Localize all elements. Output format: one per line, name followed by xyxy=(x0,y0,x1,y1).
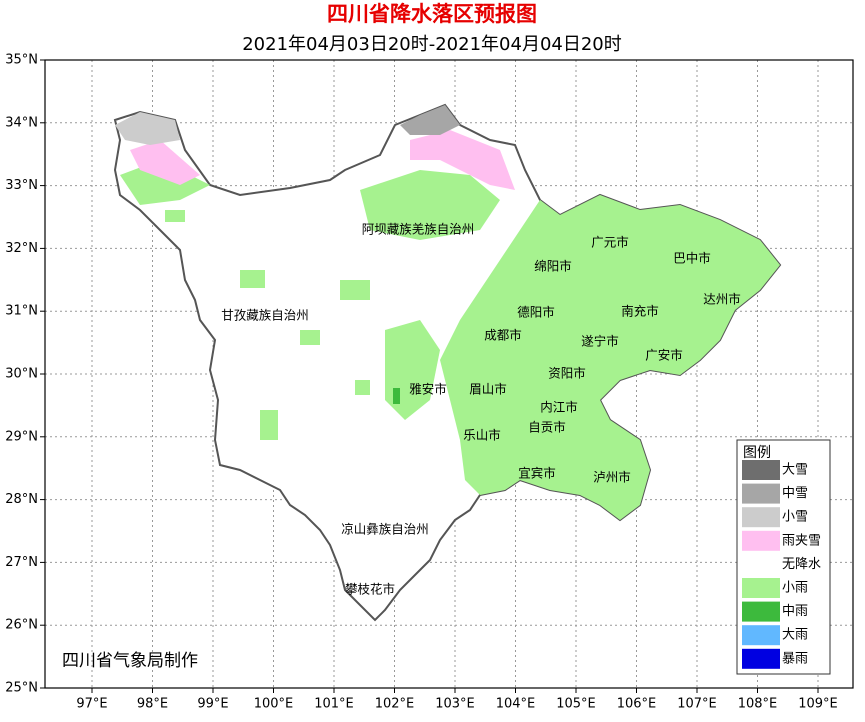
region-label: 成都市 xyxy=(484,328,522,343)
lon-label: 103°E xyxy=(435,697,475,712)
legend-swatch xyxy=(742,460,780,480)
legend-swatch xyxy=(742,625,780,646)
legend-label: 中雨 xyxy=(782,604,808,619)
region-label: 德阳市 xyxy=(517,305,555,320)
region-label: 内江市 xyxy=(540,400,578,415)
region-label: 广安市 xyxy=(645,348,683,363)
lat-label: 25°N xyxy=(5,681,38,696)
region-label: 宜宾市 xyxy=(518,466,556,481)
region-label: 眉山市 xyxy=(469,382,507,397)
legend-label: 雨夹雪 xyxy=(782,533,821,548)
region-label: 绵阳市 xyxy=(534,259,572,274)
legend-label: 小雨 xyxy=(782,581,808,596)
region-label: 南充市 xyxy=(621,304,659,319)
legend-label: 小雪 xyxy=(782,510,808,525)
legend-swatch xyxy=(742,483,780,504)
lat-label: 35°N xyxy=(5,53,38,68)
legend-swatch xyxy=(742,507,780,528)
lat-label: 32°N xyxy=(5,241,38,256)
legend-swatch xyxy=(742,530,780,551)
legend-label: 大雪 xyxy=(782,463,808,478)
region-label: 雅安市 xyxy=(409,382,447,397)
region-label: 甘孜藏族自治州 xyxy=(221,308,309,323)
region-label: 资阳市 xyxy=(548,366,586,381)
legend-swatch xyxy=(742,648,780,669)
region-labels: 阿坝藏族羌族自治州 甘孜藏族自治州 凉山彝族自治州 攀枝花市 广元市 巴中市 绵… xyxy=(221,222,741,597)
lat-label: 33°N xyxy=(5,178,38,193)
region-label: 乐山市 xyxy=(463,428,501,443)
lon-label: 105°E xyxy=(556,697,596,712)
region-label: 攀枝花市 xyxy=(345,582,395,597)
legend-title: 图例 xyxy=(743,445,771,461)
credit: 四川省气象局制作 xyxy=(62,651,198,671)
lon-label: 100°E xyxy=(254,697,294,712)
legend-label: 无降水 xyxy=(782,557,821,572)
region-label: 遂宁市 xyxy=(581,334,619,349)
lon-label: 97°E xyxy=(76,697,107,712)
moderate-rain-area xyxy=(393,388,400,404)
legend-swatch xyxy=(742,578,780,598)
legend-swatch xyxy=(742,554,780,575)
lon-label: 109°E xyxy=(798,697,838,712)
legend-swatch xyxy=(742,601,780,622)
lat-label: 31°N xyxy=(5,304,38,319)
legend-label: 大雨 xyxy=(782,628,808,643)
region-label: 达州市 xyxy=(703,292,741,307)
lon-label: 101°E xyxy=(314,697,354,712)
subtitle: 2021年04月03日20时-2021年04月04日20时 xyxy=(242,34,622,55)
region-label: 阿坝藏族羌族自治州 xyxy=(362,222,475,237)
lon-label: 104°E xyxy=(496,697,536,712)
region-label: 广元市 xyxy=(591,235,629,250)
region-label: 泸州市 xyxy=(593,470,631,485)
lat-label: 34°N xyxy=(5,115,38,130)
lon-label: 99°E xyxy=(197,697,228,712)
region-label: 巴中市 xyxy=(673,251,711,266)
lat-label: 29°N xyxy=(5,429,38,444)
lon-label: 107°E xyxy=(677,697,717,712)
lon-label: 102°E xyxy=(375,697,415,712)
lat-label: 30°N xyxy=(5,367,38,382)
region-label: 自贡市 xyxy=(528,420,566,435)
lat-label: 27°N xyxy=(5,555,38,570)
lon-label: 108°E xyxy=(738,697,778,712)
snow-areas xyxy=(115,105,515,190)
lon-label: 106°E xyxy=(617,697,657,712)
title: 四川省降水落区预报图 xyxy=(327,2,537,26)
lon-label: 98°E xyxy=(137,697,168,712)
region-label: 凉山彝族自治州 xyxy=(341,522,429,537)
legend-label: 中雪 xyxy=(782,486,808,501)
lat-label: 26°N xyxy=(5,618,38,633)
legend-label: 暴雨 xyxy=(782,651,808,666)
lat-label: 28°N xyxy=(5,492,38,507)
